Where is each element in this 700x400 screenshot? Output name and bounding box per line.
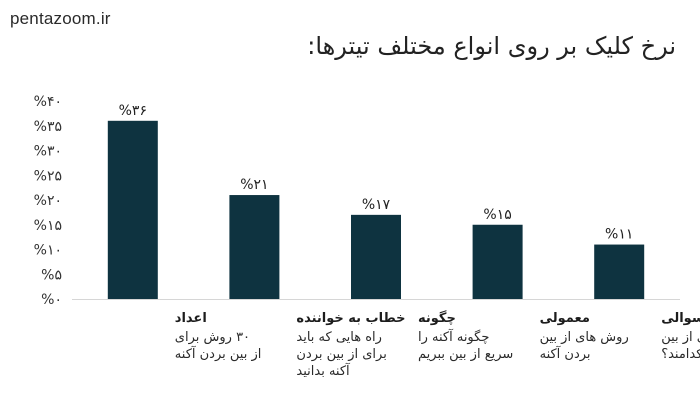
bar	[229, 195, 280, 299]
data-label: %۱۱	[605, 227, 633, 243]
data-label: %۱۷	[362, 197, 391, 213]
category-description-line: سریع از بین ببریم	[418, 347, 513, 362]
y-tick-label: %۲۵	[34, 168, 62, 184]
category-description-line: برای از بین بردن	[296, 347, 386, 362]
y-tick-label: %۳۵	[34, 119, 62, 135]
y-tick-label: %۴۰	[34, 94, 62, 110]
category-name: چگونه	[418, 310, 456, 326]
category-description-line: بردن آکنه	[540, 345, 591, 362]
category-description-line: از بین بردن آکنه	[175, 345, 262, 362]
category-description-line: راه هایی که باید	[296, 330, 382, 345]
bar	[107, 120, 158, 299]
category-name: سوالی	[661, 311, 700, 326]
bar	[472, 224, 523, 299]
category-description-line: روش های از بین	[540, 330, 629, 345]
category-description-line: روش های از بین	[661, 330, 700, 345]
data-label: %۳۶	[119, 103, 147, 119]
y-tick-label: %۳۰	[34, 144, 62, 160]
category-description-line: بردن آکنه کدامند؟	[661, 345, 700, 362]
y-tick-label: %۱۰	[34, 243, 62, 259]
category-name: خطاب به خواننده	[296, 311, 405, 326]
bar	[351, 214, 401, 299]
bar	[594, 244, 645, 299]
y-tick-label: %۱۵	[34, 218, 62, 234]
category-description-line: چگونه آکنه را	[418, 328, 489, 345]
bars: %۳۶ %۲۱ %۱۷ %۱۵ %۱۱	[107, 103, 645, 299]
data-label: %۲۱	[240, 177, 268, 193]
category-description-line: ۳۰ روش برای	[175, 330, 250, 345]
chart-title: نرخ کلیک بر روی انواع مختلف تیترها:	[307, 32, 676, 60]
y-tick-label: %۵	[41, 267, 62, 283]
y-axis: %۰ %۵ %۱۰ %۱۵ %۲۰ %۲۵ %۳۰ %۳۵ %۴۰	[34, 94, 680, 308]
y-tick-label: %۲۰	[34, 193, 62, 209]
category-name: اعداد	[175, 311, 207, 326]
category-description-line: آکنه بدانید	[296, 362, 351, 379]
y-tick-label: %۰	[41, 292, 62, 308]
category-name: معمولی	[540, 311, 590, 326]
watermark: pentazoom.ir	[10, 9, 111, 28]
data-label: %۱۵	[483, 207, 511, 223]
